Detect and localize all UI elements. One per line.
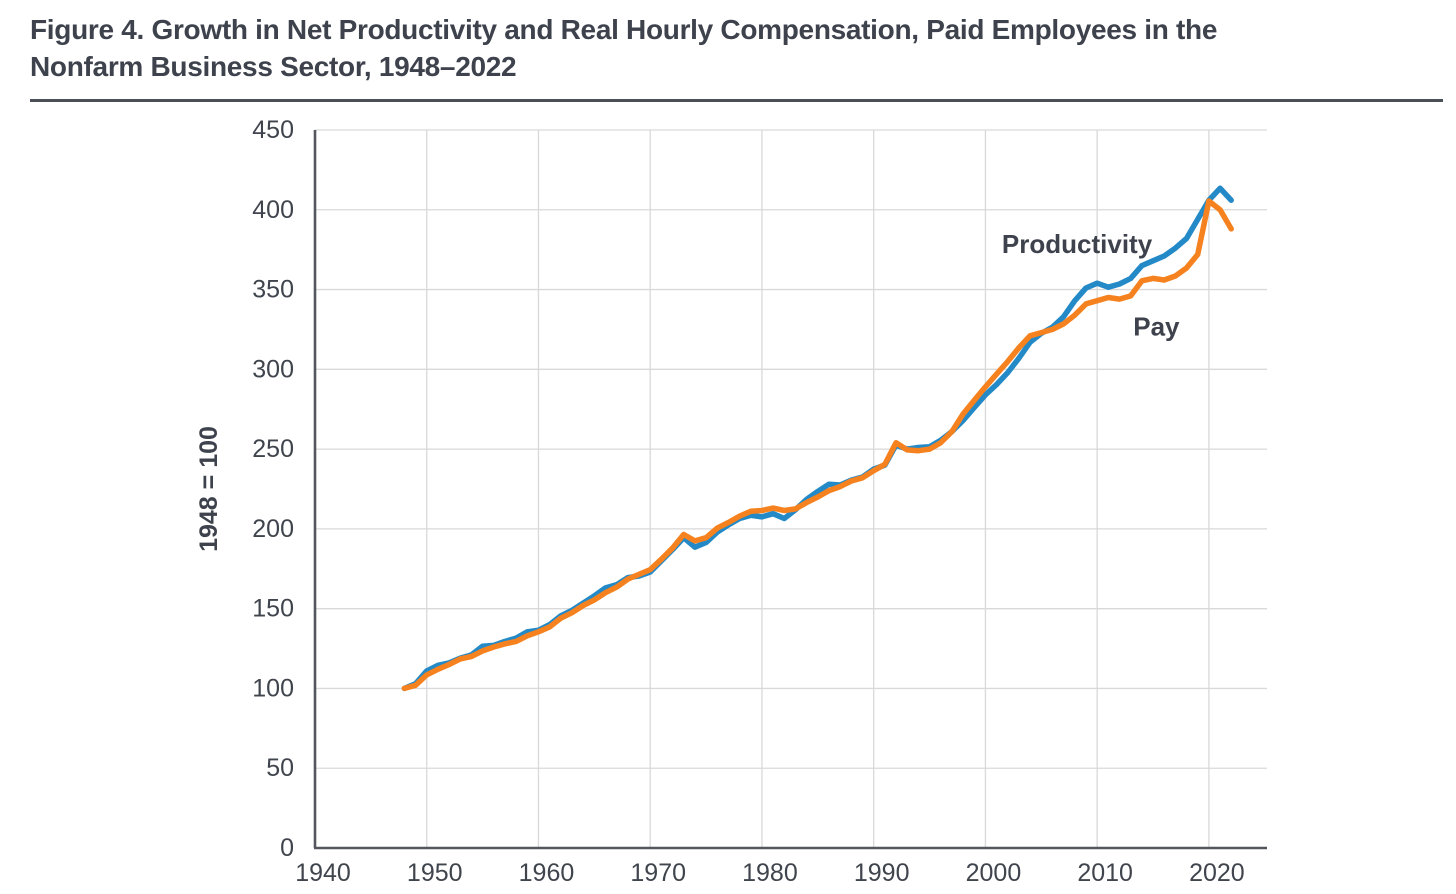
figure-title-line-1: Figure 4. Growth in Net Productivity and…: [30, 14, 1218, 45]
x-tick-label: 1990: [854, 859, 910, 887]
figure-title: Figure 4. Growth in Net Productivity and…: [30, 11, 1217, 85]
pay-line: [401, 198, 1234, 692]
x-tick-label: 1960: [519, 859, 575, 887]
y-tick-label: 450: [252, 116, 294, 144]
y-tick-label: 400: [252, 196, 294, 224]
x-tick-label: 1950: [407, 859, 463, 887]
y-tick-label: 50: [266, 754, 294, 782]
pay-label: Pay: [1133, 311, 1180, 341]
figure-title-line-2: Nonfarm Business Sector, 1948–2022: [30, 51, 517, 82]
x-tick-label: 1970: [630, 859, 686, 887]
x-tick-label: 2020: [1189, 859, 1245, 887]
y-tick-label: 350: [252, 276, 294, 304]
y-tick-label: 200: [252, 515, 294, 543]
y-tick-label: 100: [252, 674, 294, 702]
productivity-line: [401, 185, 1234, 692]
x-tick-label: 2000: [966, 859, 1022, 887]
y-tick-label: 300: [252, 355, 294, 383]
y-axis-title: 1948 = 100: [195, 426, 223, 552]
y-tick-label: 150: [252, 595, 294, 623]
y-tick-label: 250: [252, 435, 294, 463]
x-tick-label: 1940: [295, 859, 351, 887]
x-tick-label: 2010: [1077, 859, 1133, 887]
productivity-label: Productivity: [1002, 229, 1153, 259]
title-divider: [30, 99, 1443, 102]
y-tick-label: 0: [280, 834, 294, 862]
x-tick-label: 1980: [742, 859, 798, 887]
